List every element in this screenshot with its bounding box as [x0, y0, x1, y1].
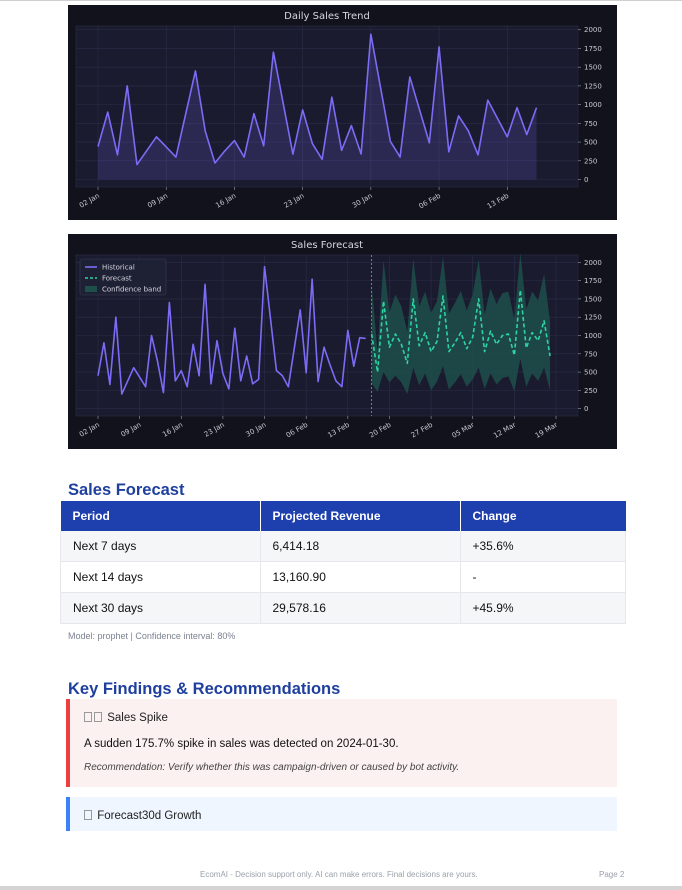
chart-title: Daily Sales Trend — [284, 11, 370, 22]
cell-change: - — [460, 561, 626, 593]
finding-text: A sudden 175.7% spike in sales was detec… — [84, 738, 399, 750]
x-tick-label: 13 Feb — [326, 421, 351, 440]
legend-label: Forecast — [102, 275, 132, 283]
y-axis-label: Revenue — [616, 90, 617, 123]
y-tick-label: 250 — [584, 387, 597, 395]
chart-icon — [84, 810, 92, 820]
finding-card-sales-spike: Sales Spike A sudden 175.7% spike in sal… — [66, 699, 617, 787]
finding-card-forecast-growth: Forecast30d Growth — [66, 797, 617, 831]
column-header-change: Change — [460, 501, 626, 531]
cell-period: Next 7 days — [60, 531, 261, 562]
y-tick-label: 1250 — [584, 82, 602, 90]
column-header-period: Period — [60, 501, 261, 531]
sales-forecast-svg: Sales Forecast 0 250 500 750 1000 1250 1500 1750… — [75, 240, 617, 440]
x-tick-label: 05 Mar — [451, 421, 476, 440]
confidence-band — [371, 252, 551, 395]
x-tick-label: 09 Jan — [120, 421, 143, 439]
y-tick-label: 1750 — [584, 277, 602, 285]
chart-title: Sales Forecast — [291, 240, 363, 251]
y-tick-label: 1000 — [584, 332, 602, 340]
table-row: Next 30 days 29,578.16 +45.9% — [60, 592, 626, 624]
x-tick-label: 06 Feb — [285, 421, 310, 440]
y-tick-label: 1750 — [584, 45, 602, 53]
daily-sales-trend-chart: Daily Sales Trend 0 250 500 750 1000 1250 1500 1… — [68, 5, 617, 220]
cell-change: +35.6% — [460, 531, 626, 562]
y-tick-label: 1500 — [584, 295, 602, 303]
legend-label: Confidence band — [102, 286, 161, 294]
cell-projected-revenue: 6,414.18 — [260, 531, 461, 562]
table-row: Next 7 days 6,414.18 +35.6% — [60, 531, 626, 562]
y-tick-label: 250 — [584, 157, 597, 165]
sales-forecast-chart: Sales Forecast 0 250 500 750 1000 1250 1500 1750… — [68, 234, 617, 449]
x-tick-label: 30 Jan — [245, 421, 268, 439]
footer-page-number: Page 2 — [599, 870, 625, 879]
forecast-table-header: Period Projected Revenue Change — [60, 501, 626, 531]
y-tick-label: 500 — [584, 139, 597, 147]
x-tick-label: 20 Feb — [368, 421, 393, 440]
x-tick-label: 27 Feb — [410, 421, 435, 440]
x-tick-label: 02 Jan — [78, 192, 101, 210]
table-row: Next 14 days 13,160.90 - — [60, 561, 626, 593]
x-tick-label: 19 Mar — [534, 421, 559, 440]
legend-box — [79, 258, 167, 296]
x-tick-label: 23 Jan — [203, 421, 226, 439]
y-tick-label: 750 — [584, 350, 597, 358]
finding-title: Sales Spike — [84, 712, 168, 724]
key-findings-heading: Key Findings & Recommendations — [68, 680, 341, 698]
y-tick-label: 0 — [584, 176, 588, 184]
x-tick-label: 02 Jan — [78, 421, 101, 439]
x-tick-label: 13 Feb — [486, 192, 511, 211]
x-tick-label: 09 Jan — [146, 192, 169, 210]
y-tick-label: 1000 — [584, 101, 602, 109]
y-axis-label: Revenue — [616, 319, 617, 352]
daily-sales-trend-svg: Daily Sales Trend 0 250 500 750 1000 1250 1500 1… — [75, 11, 617, 211]
x-tick-label: 16 Jan — [161, 421, 184, 439]
chart-legend: Historical Forecast Confidence band — [79, 258, 167, 296]
footer-disclaimer: EcomAI - Decision support only. AI can m… — [200, 870, 478, 879]
plot-area — [75, 25, 579, 188]
x-tick-label: 30 Jan — [351, 192, 374, 210]
page-bottom-border — [0, 886, 682, 890]
cell-projected-revenue: 29,578.16 — [260, 592, 461, 624]
cell-period: Next 14 days — [60, 561, 261, 593]
series-area-fill — [98, 34, 537, 180]
finding-title-text: Sales Spike — [107, 712, 168, 724]
x-tick-label: 23 Jan — [283, 192, 306, 210]
cell-period: Next 30 days — [60, 592, 261, 624]
y-tick-label: 2000 — [584, 259, 602, 267]
y-tick-label: 750 — [584, 120, 597, 128]
warning-icon — [84, 712, 92, 722]
forecast-table: Period Projected Revenue Change Next 7 d… — [60, 501, 626, 624]
finding-recommendation: Recommendation: Verify whether this was … — [84, 762, 460, 773]
x-tick-label: 16 Jan — [214, 192, 237, 210]
forecast-caption: Model: prophet | Confidence interval: 80… — [68, 631, 236, 641]
warning-icon — [94, 712, 102, 722]
cell-projected-revenue: 13,160.90 — [260, 561, 461, 593]
x-tick-label: 12 Mar — [492, 421, 517, 440]
cell-change: +45.9% — [460, 592, 626, 624]
y-tick-label: 500 — [584, 369, 597, 377]
finding-title-text: Forecast30d Growth — [97, 810, 202, 822]
y-tick-label: 1500 — [584, 64, 602, 72]
y-tick-label: 0 — [584, 405, 588, 413]
x-tick-label: 06 Feb — [418, 192, 443, 211]
legend-swatch — [85, 286, 97, 292]
column-header-projected-revenue: Projected Revenue — [260, 501, 461, 531]
y-tick-label: 2000 — [584, 26, 602, 34]
finding-title: Forecast30d Growth — [84, 810, 201, 822]
page-top-border — [0, 0, 682, 1]
historical-line — [97, 265, 366, 395]
sales-forecast-heading: Sales Forecast — [68, 481, 185, 499]
y-tick-label: 1250 — [584, 314, 602, 322]
legend-label: Historical — [102, 264, 135, 272]
